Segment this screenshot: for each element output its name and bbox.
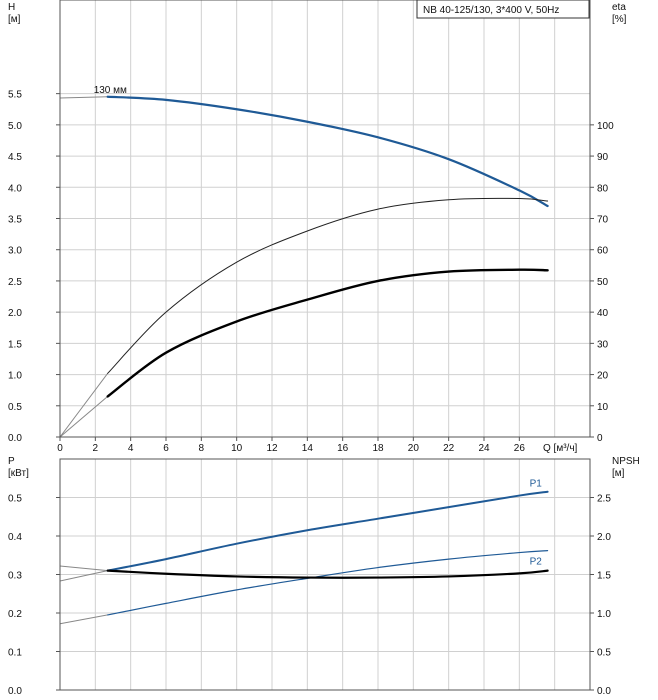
left-tick-label: 5.5 xyxy=(8,90,22,101)
left-axis-unit: [кВт] xyxy=(8,468,29,479)
series-label: P2 xyxy=(530,557,543,568)
x-tick-label: 20 xyxy=(408,443,420,454)
left-tick-label: 0.5 xyxy=(8,494,22,505)
curve-layer xyxy=(59,95,549,625)
x-tick-label: 6 xyxy=(163,443,169,454)
right-tick-label: 60 xyxy=(597,246,609,257)
right-tick-label: 10 xyxy=(597,402,609,413)
right-tick-label: 1.5 xyxy=(597,571,611,582)
curve-extension xyxy=(59,565,108,572)
series-p1 xyxy=(106,490,549,572)
x-axis-label: Q [м³/ч] xyxy=(543,443,578,454)
right-tick-label: 30 xyxy=(597,339,609,350)
left-axis-label: P xyxy=(8,456,15,467)
x-tick-label: 12 xyxy=(266,443,278,454)
right-tick-label: 2.5 xyxy=(597,494,611,505)
x-tick-label: 0 xyxy=(57,443,63,454)
left-tick-label: 4.5 xyxy=(8,152,22,163)
right-tick-label: 0 xyxy=(597,433,603,444)
right-tick-label: 40 xyxy=(597,308,609,319)
x-tick-label: 22 xyxy=(443,443,455,454)
left-axis-label: H xyxy=(8,2,15,13)
curve-extension xyxy=(59,570,108,582)
right-tick-label: 2.0 xyxy=(597,532,611,543)
left-tick-label: 1.0 xyxy=(8,371,22,382)
x-tick-label: 8 xyxy=(199,443,205,454)
x-tick-label: 4 xyxy=(128,443,134,454)
curve-extension xyxy=(59,96,108,99)
right-tick-label: 0.0 xyxy=(597,686,611,697)
left-tick-label: 5.0 xyxy=(8,121,22,132)
curve-extension xyxy=(59,614,108,625)
x-tick-label: 16 xyxy=(337,443,349,454)
x-tick-label: 26 xyxy=(514,443,526,454)
left-tick-label: 0.1 xyxy=(8,648,22,659)
series-label: 130 мм xyxy=(94,85,127,96)
right-tick-label: 80 xyxy=(597,183,609,194)
left-tick-label: 0.0 xyxy=(8,686,22,697)
series-curve-0-2 xyxy=(106,268,549,398)
x-tick-label: 2 xyxy=(93,443,99,454)
series-curve-0-1 xyxy=(107,197,549,374)
right-tick-label: 0.5 xyxy=(597,648,611,659)
chart-title: NB 40-125/130, 3*400 V, 50Hz xyxy=(423,5,559,16)
axis-layer: 0.0 0.5 1.0 1.5 2.0 2.5 3.0 3.5 4.0 4.5 5.0 5.5 0 10 2… xyxy=(8,0,640,697)
x-tick-label: 18 xyxy=(372,443,384,454)
right-tick-label: 100 xyxy=(597,121,614,132)
curve-extension xyxy=(59,373,109,438)
right-axis-label: NPSH xyxy=(612,456,640,467)
curve-extension xyxy=(59,396,109,438)
left-tick-label: 1.5 xyxy=(8,339,22,350)
left-tick-label: 3.5 xyxy=(8,215,22,226)
x-tick-label: 10 xyxy=(231,443,243,454)
right-axis-label: eta xyxy=(612,2,626,13)
x-tick-label: 24 xyxy=(478,443,490,454)
right-axis-unit: [%] xyxy=(612,14,627,25)
left-tick-label: 2.0 xyxy=(8,308,22,319)
left-tick-label: 0.2 xyxy=(8,609,22,620)
title-box: NB 40-125/130, 3*400 V, 50Hz xyxy=(416,0,590,19)
series-p2 xyxy=(107,550,549,616)
left-tick-label: 0.4 xyxy=(8,532,22,543)
left-tick-label: 0.3 xyxy=(8,571,22,582)
right-tick-label: 50 xyxy=(597,277,609,288)
left-tick-label: 3.0 xyxy=(8,246,22,257)
right-tick-label: 20 xyxy=(597,371,609,382)
left-axis-unit: [м] xyxy=(8,14,21,25)
left-tick-label: 0.5 xyxy=(8,402,22,413)
left-tick-label: 2.5 xyxy=(8,277,22,288)
right-tick-label: 1.0 xyxy=(597,609,611,620)
series-130-мм xyxy=(106,95,549,208)
series-curve-1-2 xyxy=(106,569,549,579)
series-label: P1 xyxy=(530,479,543,490)
left-tick-label: 4.0 xyxy=(8,183,22,194)
grid-layer xyxy=(59,0,591,691)
left-tick-label: 0.0 xyxy=(8,433,22,444)
right-tick-label: 70 xyxy=(597,215,609,226)
x-tick-label: 14 xyxy=(302,443,314,454)
right-tick-label: 90 xyxy=(597,152,609,163)
right-axis-unit: [м] xyxy=(612,468,625,479)
